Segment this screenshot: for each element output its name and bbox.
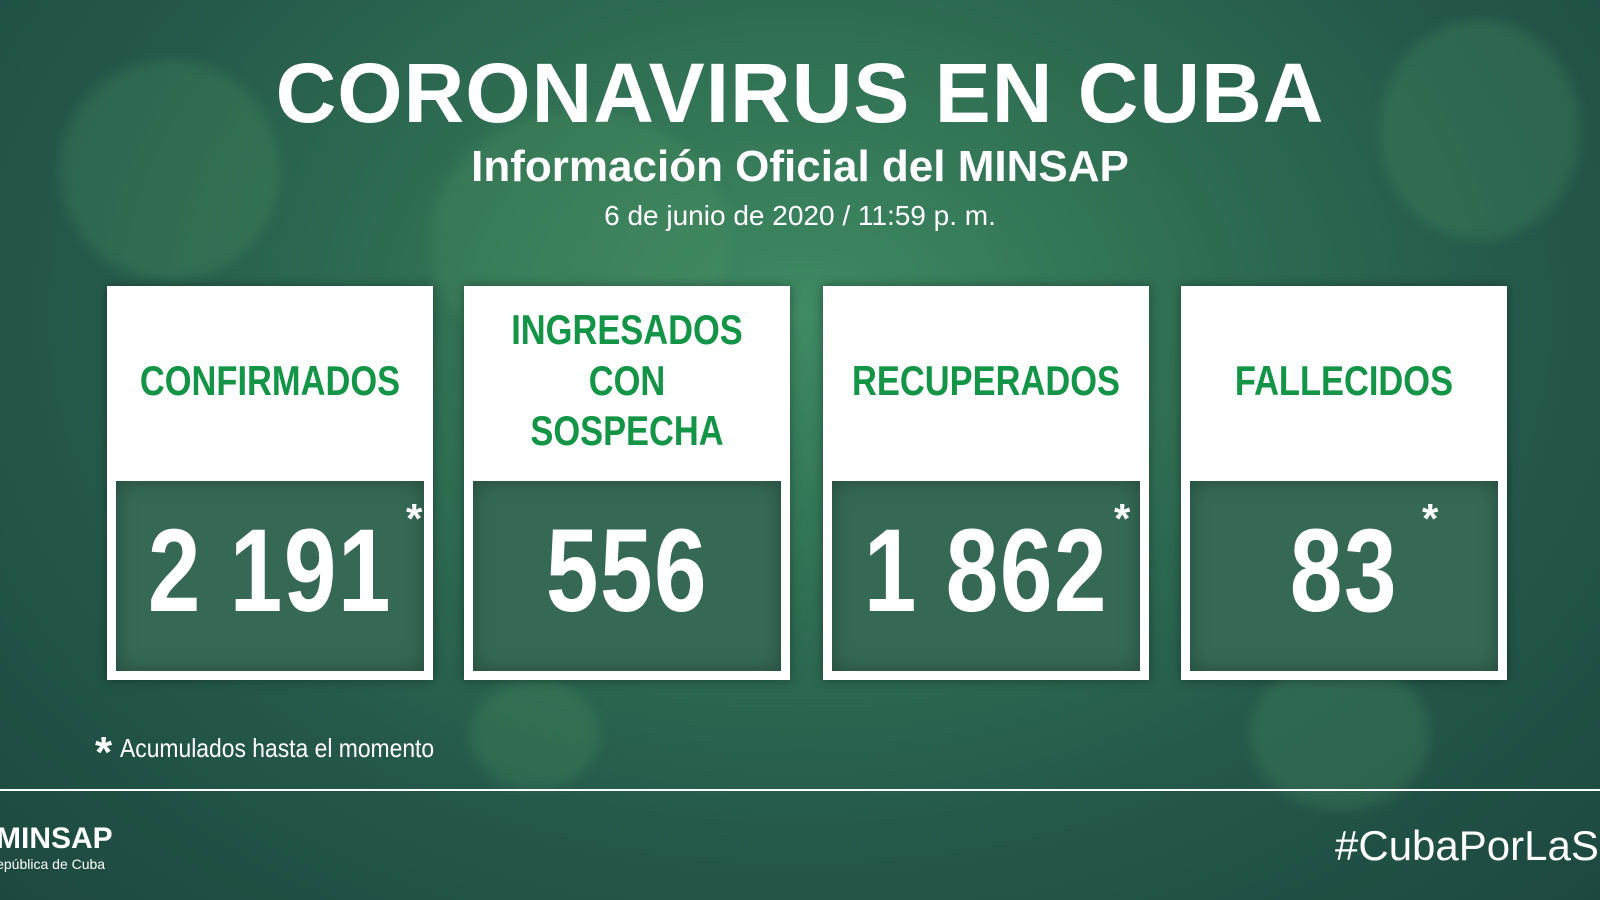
stat-marker: * xyxy=(1114,495,1131,542)
stat-value: 1 862 xyxy=(863,505,1109,637)
stat-box: 556 xyxy=(470,478,784,674)
stat-label: FALLECIDOS xyxy=(1234,356,1454,404)
logo-subtitle: República de Cuba xyxy=(0,856,106,872)
hashtag: #CubaPorLaSalud xyxy=(1335,822,1600,869)
title: CORONAVIRUS EN CUBA xyxy=(275,46,1325,140)
bg-virus xyxy=(60,60,280,280)
stat-marker: * xyxy=(1422,495,1439,542)
stat-card: RECUPERADOS 1 862 * xyxy=(823,286,1149,680)
footnote-text: Acumulados hasta el momento xyxy=(120,733,435,763)
stat-card: CONFIRMADOS 2 191 * xyxy=(107,286,433,680)
bg-virus xyxy=(1250,660,1430,810)
footnote: * Acumulados hasta el momento xyxy=(95,728,477,778)
subtitle: Información Oficial del MINSAP xyxy=(471,142,1129,191)
stat-marker: * xyxy=(406,495,423,542)
stat-label: INGRESADOS CON SOSPECHA xyxy=(511,306,743,455)
bg-virus xyxy=(470,680,600,790)
stat-label: RECUPERADOS xyxy=(852,356,1120,404)
bg-virus xyxy=(1380,20,1580,240)
stat-value: 2 191 xyxy=(147,505,393,637)
date: 6 de junio de 2020 / 11:59 p. m. xyxy=(604,200,996,231)
stat-value: 83 xyxy=(1289,505,1399,637)
stat-value: 556 xyxy=(545,505,709,637)
stat-box: 83 * xyxy=(1187,478,1501,674)
stat-label: CONFIRMADOS xyxy=(139,356,401,404)
stat-card: INGRESADOS CON SOSPECHA 556 xyxy=(464,286,790,680)
stat-box: 1 862 * xyxy=(829,478,1143,674)
footnote-marker: * xyxy=(95,728,113,777)
divider xyxy=(0,789,1600,791)
stat-box: 2 191 * xyxy=(113,478,427,674)
stat-card: FALLECIDOS 83 * xyxy=(1181,286,1507,680)
logo: MINSAP xyxy=(0,822,113,855)
